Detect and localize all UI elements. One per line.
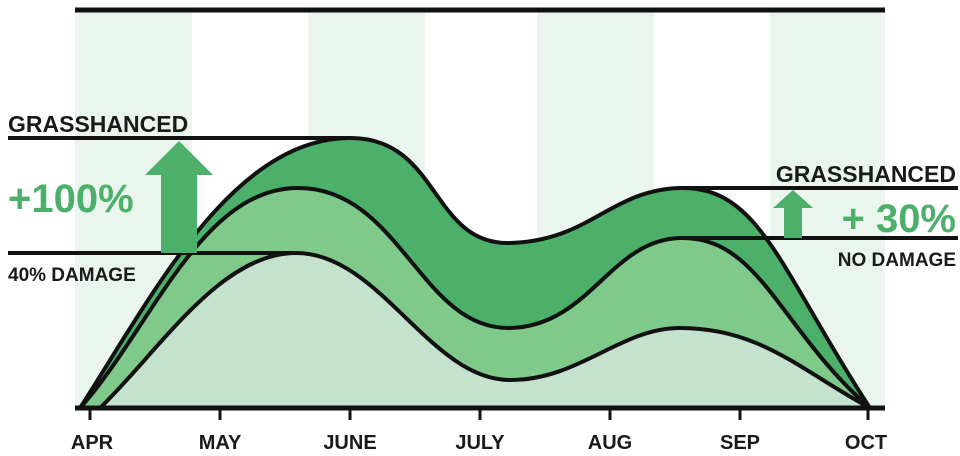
x-tick-label: APR — [71, 432, 114, 454]
area-series — [78, 135, 872, 410]
x-tick-labels: APR MAY JUNE JULY AUG SEP OCT — [71, 432, 887, 454]
x-tick-label: JUNE — [323, 432, 376, 454]
left-bottom-label: 40% DAMAGE — [8, 265, 136, 286]
x-tick-label: MAY — [199, 432, 242, 454]
right-percent-label: + 30% — [841, 197, 956, 241]
left-annotation: GRASSHANCED +100% 40% DAMAGE — [8, 111, 350, 286]
right-annotation: GRASSHANCED + 30% NO DAMAGE — [680, 161, 958, 271]
right-bottom-label: NO DAMAGE — [838, 250, 956, 271]
area-series-bottom — [98, 251, 872, 410]
left-up-arrow-icon — [145, 141, 213, 253]
left-percent-label: +100% — [8, 177, 134, 221]
x-ticks — [88, 408, 870, 420]
right-up-arrow-icon — [773, 190, 813, 238]
x-tick-label: OCT — [845, 432, 887, 454]
left-top-label: GRASSHANCED — [8, 111, 188, 137]
right-top-label: GRASSHANCED — [776, 161, 956, 187]
x-tick-label: JULY — [455, 432, 505, 454]
x-tick-label: SEP — [720, 432, 760, 454]
x-tick-label: AUG — [588, 432, 632, 454]
